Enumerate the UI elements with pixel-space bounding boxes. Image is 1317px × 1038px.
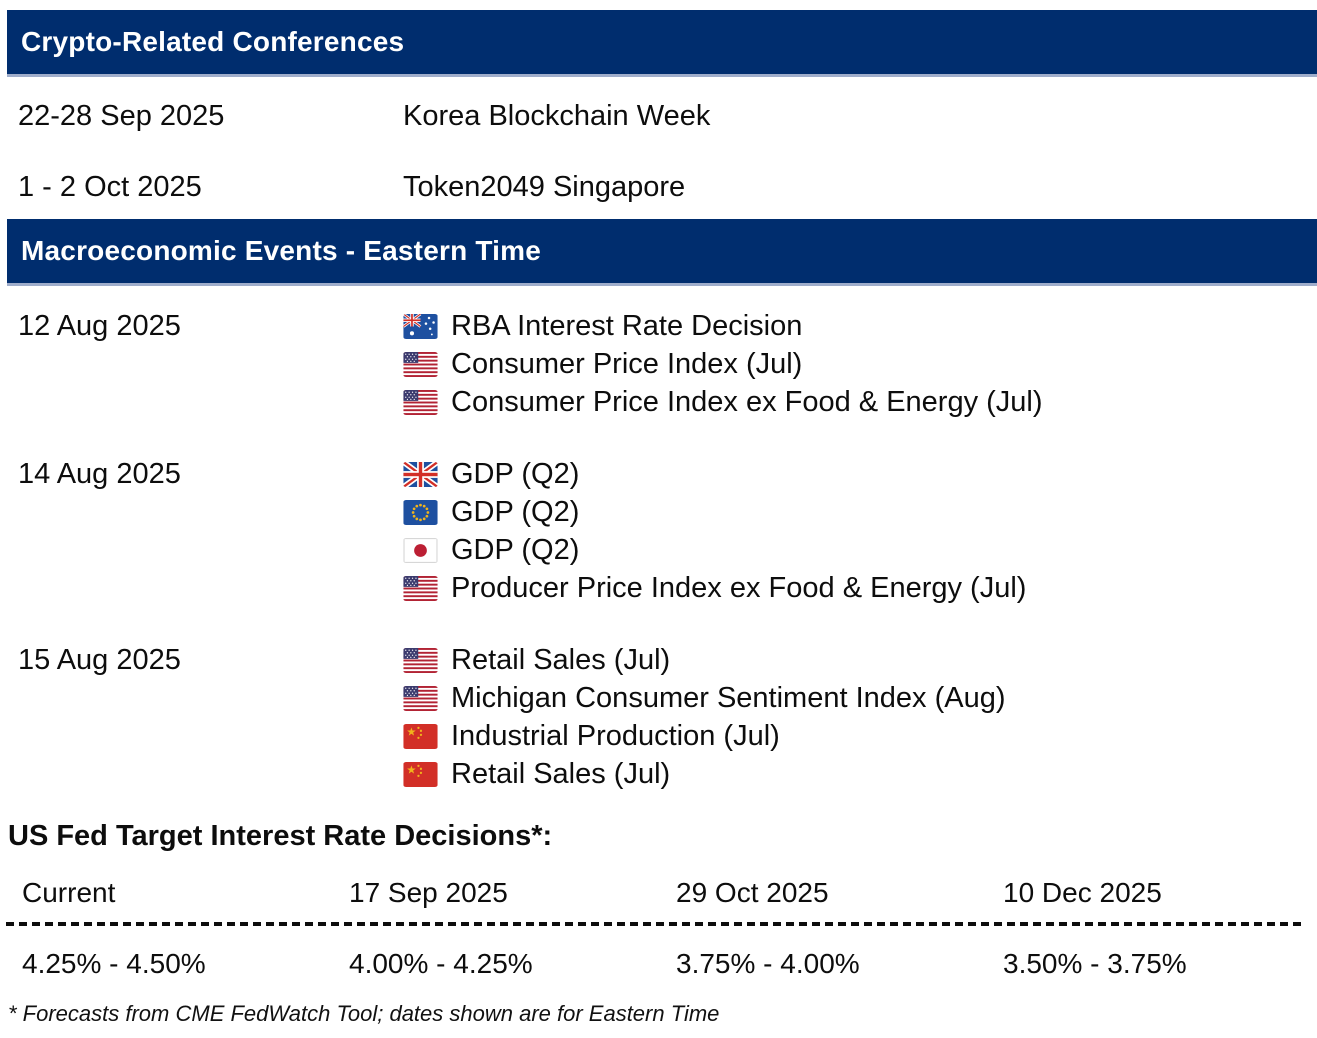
event-item: Consumer Price Index (Jul) [403, 345, 1043, 383]
flag-united-states-icon [403, 389, 438, 415]
fed-rate-value: 4.25% - 4.50% [22, 948, 206, 979]
macro-date: 15 Aug 2025 [18, 644, 181, 676]
fed-column-header: 17 Sep 2025 [349, 877, 508, 908]
conference-name: Token2049 Singapore [403, 171, 686, 203]
flag-china-icon [403, 761, 438, 787]
flag-china-icon [403, 723, 438, 749]
macro-date-group: 12 Aug 2025 RBA Interest Rate Decision C… [0, 307, 1317, 421]
fed-footnote: * Forecasts from CME FedWatch Tool; date… [8, 1001, 720, 1026]
conferences-header-bar: Crypto-Related Conferences [7, 10, 1317, 77]
fed-rate-value: 3.50% - 3.75% [1003, 948, 1187, 979]
event-item: GDP (Q2) [403, 493, 1026, 531]
event-label: Consumer Price Index ex Food & Energy (J… [451, 385, 1043, 418]
fed-column-header: Current [22, 877, 116, 908]
flag-united-states-icon [403, 647, 438, 673]
macro-date-group: 14 Aug 2025 GDP (Q2) GDP (Q2) GDP (Q2) P… [0, 455, 1317, 607]
event-label: GDP (Q2) [451, 457, 580, 490]
macro-header-title: Macroeconomic Events - Eastern Time [21, 235, 541, 266]
conferences-header-title: Crypto-Related Conferences [21, 26, 405, 57]
event-label: Producer Price Index ex Food & Energy (J… [451, 571, 1027, 604]
flag-united-states-icon [403, 351, 438, 377]
macro-date-group: 15 Aug 2025 Retail Sales (Jul) Michigan … [0, 641, 1317, 793]
event-item: GDP (Q2) [403, 531, 1026, 569]
conference-name: Korea Blockchain Week [403, 100, 711, 132]
conferences-list: 22-28 Sep 2025 Korea Blockchain Week 1 -… [0, 77, 1317, 219]
event-item: Consumer Price Index ex Food & Energy (J… [403, 383, 1043, 421]
conference-date: 22-28 Sep 2025 [18, 100, 225, 132]
event-item: Producer Price Index ex Food & Energy (J… [403, 569, 1026, 607]
flag-united-states-icon [403, 685, 438, 711]
event-item: Retail Sales (Jul) [403, 641, 1005, 679]
conference-row: 1 - 2 Oct 2025 Token2049 Singapore [0, 169, 1317, 205]
macro-events-list: 12 Aug 2025 RBA Interest Rate Decision C… [0, 286, 1317, 793]
dashed-divider [6, 922, 1303, 926]
event-item: Michigan Consumer Sentiment Index (Aug) [403, 679, 1005, 717]
fed-decisions-heading: US Fed Target Interest Rate Decisions*: [8, 820, 553, 852]
event-item: RBA Interest Rate Decision [403, 307, 1043, 345]
macro-date: 12 Aug 2025 [18, 310, 181, 342]
conference-date: 1 - 2 Oct 2025 [18, 171, 202, 203]
flag-united-kingdom-icon [403, 462, 438, 487]
macro-date: 14 Aug 2025 [18, 458, 181, 490]
event-item: GDP (Q2) [403, 455, 1026, 493]
event-label: Consumer Price Index (Jul) [451, 347, 803, 380]
event-label: GDP (Q2) [451, 495, 580, 528]
flag-european-union-icon [403, 499, 438, 525]
fed-column-header: 29 Oct 2025 [676, 877, 829, 908]
fed-rate-table: Current 17 Sep 2025 29 Oct 2025 10 Dec 2… [0, 875, 1317, 982]
flag-australia-icon [403, 313, 438, 339]
conference-row: 22-28 Sep 2025 Korea Blockchain Week [0, 98, 1317, 134]
fed-rate-value: 3.75% - 4.00% [676, 948, 860, 979]
fed-table-header-row: Current 17 Sep 2025 29 Oct 2025 10 Dec 2… [0, 875, 1317, 911]
fed-table-values-row: 4.25% - 4.50% 4.00% - 4.25% 3.75% - 4.00… [0, 946, 1317, 982]
flag-united-states-icon [403, 575, 438, 601]
event-label: Retail Sales (Jul) [451, 643, 671, 676]
fed-column-header: 10 Dec 2025 [1003, 877, 1162, 908]
flag-japan-icon [403, 537, 438, 563]
event-item: Industrial Production (Jul) [403, 717, 1005, 755]
event-label: Michigan Consumer Sentiment Index (Aug) [451, 681, 1006, 714]
event-item: Retail Sales (Jul) [403, 755, 1005, 793]
event-label: RBA Interest Rate Decision [451, 309, 803, 342]
event-label: Industrial Production (Jul) [451, 719, 780, 752]
event-label: GDP (Q2) [451, 533, 580, 566]
event-label: Retail Sales (Jul) [451, 757, 671, 790]
fed-rate-value: 4.00% - 4.25% [349, 948, 533, 979]
macro-header-bar: Macroeconomic Events - Eastern Time [7, 219, 1317, 286]
